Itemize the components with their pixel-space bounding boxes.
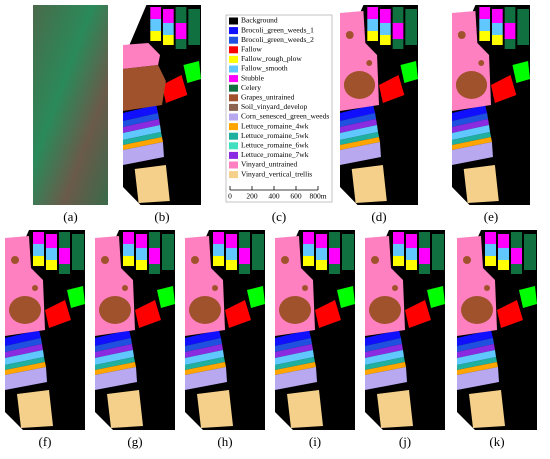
legend-swatch xyxy=(229,46,238,54)
panel-label: (c) xyxy=(272,209,286,224)
panel-label: (h) xyxy=(217,434,232,449)
legend-swatch xyxy=(229,84,238,92)
legend-label: Lettuce_romaine_7wk xyxy=(241,150,309,159)
legend-label: Lettuce_romaine_6wk xyxy=(241,141,309,150)
legend-swatch xyxy=(229,55,238,63)
panel-label: (k) xyxy=(489,434,504,449)
legend-swatch xyxy=(229,17,238,25)
panel-label: (g) xyxy=(127,434,142,449)
legend-swatch xyxy=(229,151,238,159)
legend-label: Fallow_rough_plow xyxy=(241,54,302,63)
legend-label: Celery xyxy=(241,83,261,92)
classification-map xyxy=(123,5,201,205)
legend-label: Lettuce_romaine_5wk xyxy=(241,131,309,140)
legend-swatch xyxy=(229,36,238,44)
legend-swatch xyxy=(229,103,238,111)
legend-label: Grapes_untrained xyxy=(241,93,295,102)
legend-label: Soil_vinyard_develop xyxy=(241,102,307,111)
legend-swatch xyxy=(229,171,238,179)
scale-label: 800m xyxy=(309,192,326,201)
legend-label: Brocoli_green_weeds_1 xyxy=(241,25,314,34)
satellite-image xyxy=(33,5,108,205)
panel-label: (d) xyxy=(371,209,386,224)
classification-map xyxy=(185,230,265,430)
classification-map xyxy=(340,5,418,205)
classification-map xyxy=(275,230,355,430)
legend-label: Brocoli_green_weeds_2 xyxy=(241,35,314,44)
legend-swatch xyxy=(229,75,238,83)
legend: BackgroundBrocoli_green_weeds_1Brocoli_g… xyxy=(229,16,329,179)
panel-label: (f) xyxy=(39,434,52,449)
panels: (a) (b) (c) (d) (e) (f) (g) (h) (i) (j) (k) xyxy=(5,5,537,449)
panel-label: (a) xyxy=(63,209,77,224)
legend-label: Lettuce_romaine_4wk xyxy=(241,121,309,130)
legend-label: Vinyard_untrained xyxy=(241,160,297,169)
classification-map xyxy=(365,230,445,430)
scale-bar: 0 200 400 600 800m xyxy=(228,186,327,201)
panel-label: (e) xyxy=(484,209,498,224)
classification-map xyxy=(452,5,530,205)
classification-map xyxy=(457,230,537,430)
legend-swatch xyxy=(229,65,238,73)
legend-label: Vinyard_vertical_trellis xyxy=(241,169,312,178)
panel-label: (b) xyxy=(154,209,169,224)
legend-swatch xyxy=(229,142,238,150)
panel-label: (j) xyxy=(399,434,411,449)
classification-map xyxy=(95,230,175,430)
legend-label: Background xyxy=(241,16,278,25)
scale-label: 600 xyxy=(290,192,302,201)
legend-box xyxy=(225,14,333,203)
legend-swatch xyxy=(229,27,238,35)
panel-label: (i) xyxy=(309,434,321,449)
legend-label: Fallow_smooth xyxy=(241,64,288,73)
legend-swatch xyxy=(229,161,238,169)
scale-label: 200 xyxy=(246,192,258,201)
scale-label: 0 xyxy=(228,192,232,201)
legend-swatch xyxy=(229,94,238,102)
legend-label: Fallow xyxy=(241,45,262,54)
classification-map xyxy=(5,230,85,430)
legend-label: Stubble xyxy=(241,73,265,82)
scale-label: 400 xyxy=(268,192,280,201)
legend-swatch xyxy=(229,113,238,121)
legend-swatch xyxy=(229,132,238,140)
legend-swatch xyxy=(229,123,238,131)
legend-label: Corn_senesced_green_weeds xyxy=(241,112,329,121)
